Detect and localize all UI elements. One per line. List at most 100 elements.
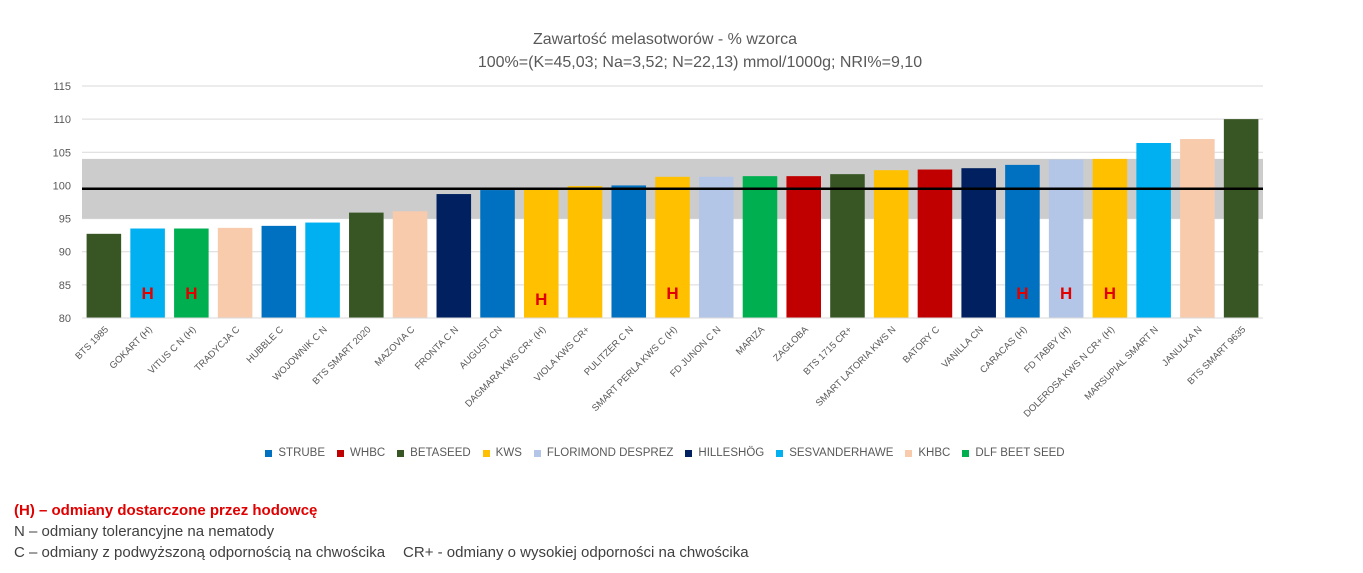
note-cercospora: C – odmiany z podwyższoną odpornością na… bbox=[14, 544, 386, 561]
x-tick-label: MARSUPIAL SMART N bbox=[1083, 324, 1161, 402]
h-marker: H bbox=[1060, 284, 1072, 303]
x-tick-label: DOLEROSA KWS N CR+ (H) bbox=[1022, 324, 1117, 419]
legend-label: BETASEED bbox=[410, 447, 471, 459]
x-tick-label: SMART LATORIA KWS N bbox=[814, 324, 899, 409]
h-marker: H bbox=[1104, 284, 1116, 303]
bar bbox=[305, 222, 340, 318]
legend-label: HILLESHÖG bbox=[698, 447, 765, 459]
y-tick-label: 85 bbox=[59, 280, 71, 292]
legend-swatch bbox=[533, 449, 541, 457]
x-tick-label: AUGUST CN bbox=[457, 324, 504, 371]
h-marker: H bbox=[141, 284, 153, 303]
bar bbox=[217, 227, 253, 318]
bar bbox=[873, 170, 909, 318]
x-tick-label: TRADYCJA C bbox=[193, 324, 243, 374]
bars bbox=[86, 119, 1259, 319]
bar bbox=[480, 190, 515, 318]
legend-item: KWS bbox=[482, 447, 522, 459]
bar bbox=[174, 228, 209, 318]
h-marker: H bbox=[666, 284, 678, 303]
note-resistance: C – odmiany z podwyższoną odpornością na… bbox=[14, 542, 749, 563]
bar bbox=[786, 176, 821, 318]
bar bbox=[567, 186, 603, 318]
bar bbox=[1136, 143, 1171, 318]
y-tick-label: 115 bbox=[53, 81, 71, 93]
note-breeder-supplied: (H) – odmiany dostarczone przez hodowcę bbox=[14, 502, 318, 519]
chart-title: Zawartość melasotworów - % wzorca bbox=[533, 31, 797, 48]
legend-swatch bbox=[337, 449, 345, 457]
legend-swatch bbox=[962, 449, 970, 457]
legend-item: WHBC bbox=[337, 447, 385, 459]
footnotes: (H) – odmiany dostarczone przez hodowcę … bbox=[14, 500, 749, 563]
legend-swatch bbox=[265, 449, 273, 457]
x-tick-label: GOKART (H) bbox=[108, 324, 155, 371]
bar bbox=[261, 225, 297, 318]
bar bbox=[655, 176, 690, 318]
legend-label: KWS bbox=[495, 447, 522, 459]
bar bbox=[130, 228, 165, 318]
legend-label: STRUBE bbox=[278, 447, 326, 459]
x-tick-label: BATORY C bbox=[901, 324, 942, 365]
y-tick-label: 110 bbox=[53, 114, 71, 126]
note-cercospora-high: CR+ - odmiany o wysokiej odporności na c… bbox=[403, 544, 749, 561]
legend-label: SESVANDERHAWE bbox=[789, 447, 894, 459]
y-tick-label: 90 bbox=[59, 247, 71, 259]
x-tick-label: BTS 1985 bbox=[73, 324, 111, 362]
y-tick-label: 95 bbox=[59, 214, 71, 226]
bar bbox=[1180, 139, 1215, 318]
y-axis-ticks: 80 85 90 95 100 105 110 115 bbox=[53, 81, 71, 325]
legend-swatch bbox=[482, 449, 490, 457]
x-tick-label: MARIZA bbox=[734, 324, 768, 358]
bar bbox=[917, 169, 953, 318]
bar bbox=[742, 176, 778, 318]
bar bbox=[1092, 158, 1128, 318]
x-tick-label: SMART PERLA KWS C (H) bbox=[590, 324, 680, 414]
bar bbox=[349, 212, 384, 318]
bar bbox=[86, 233, 122, 318]
legend-swatch bbox=[905, 449, 913, 457]
y-tick-label: 80 bbox=[59, 313, 71, 325]
bar bbox=[524, 188, 559, 318]
bar bbox=[1048, 159, 1084, 318]
h-marker: H bbox=[185, 284, 197, 303]
x-tick-label: MAZOVIA C bbox=[373, 324, 417, 368]
x-tick-label: JANULKA N bbox=[1160, 324, 1204, 368]
legend-label: KHBC bbox=[918, 447, 951, 459]
h-marker: H bbox=[535, 290, 547, 309]
bar bbox=[1223, 119, 1259, 319]
legend-item: HILLESHÖG bbox=[685, 447, 764, 459]
y-tick-label: 100 bbox=[53, 180, 71, 192]
chart-subtitle: 100%=(K=45,03; Na=3,52; N=22,13) mmol/10… bbox=[478, 54, 922, 71]
x-tick-label: FRONTA C N bbox=[413, 324, 461, 372]
bar bbox=[698, 176, 734, 318]
legend-item: FLORIMOND DESPREZ bbox=[533, 447, 674, 459]
legend-label: DLF BEET SEED bbox=[975, 447, 1065, 459]
legend-label: WHBC bbox=[350, 447, 386, 459]
bar bbox=[611, 185, 647, 318]
x-tick-label: HUBBLE C bbox=[245, 324, 286, 365]
reference-line-group bbox=[82, 187, 1263, 319]
legend-item: BETASEED bbox=[397, 447, 471, 459]
bar bbox=[1005, 164, 1040, 318]
legend-label: FLORIMOND DESPREZ bbox=[546, 447, 674, 459]
note-nematode: N – odmiany tolerancyjne na nematody bbox=[14, 523, 275, 540]
x-tick-label: ZAGŁOBA bbox=[771, 324, 811, 364]
chart-legend: STRUBE WHBC BETASEED KWS FLORIMOND DESPREZ HI… bbox=[0, 447, 1330, 460]
bar bbox=[830, 174, 865, 318]
legend-swatch bbox=[776, 449, 784, 457]
x-tick-label: VANILLA CN bbox=[940, 324, 986, 370]
bar-chart: Zawartość melasotworów - % wzorca 100%=(… bbox=[53, 31, 1263, 420]
legend-item: KHBC bbox=[905, 447, 950, 459]
bar bbox=[436, 194, 472, 318]
bar bbox=[961, 168, 996, 318]
legend-item: DLF BEET SEED bbox=[962, 447, 1065, 459]
legend-swatch bbox=[685, 449, 693, 457]
y-tick-label: 105 bbox=[53, 147, 71, 159]
legend-item: SESVANDERHAWE bbox=[776, 447, 893, 459]
bar bbox=[392, 211, 428, 318]
h-marker: H bbox=[1016, 284, 1028, 303]
x-tick-label: DAGMARA KWS CR+ (H) bbox=[463, 324, 548, 409]
legend-item: STRUBE bbox=[265, 447, 325, 459]
